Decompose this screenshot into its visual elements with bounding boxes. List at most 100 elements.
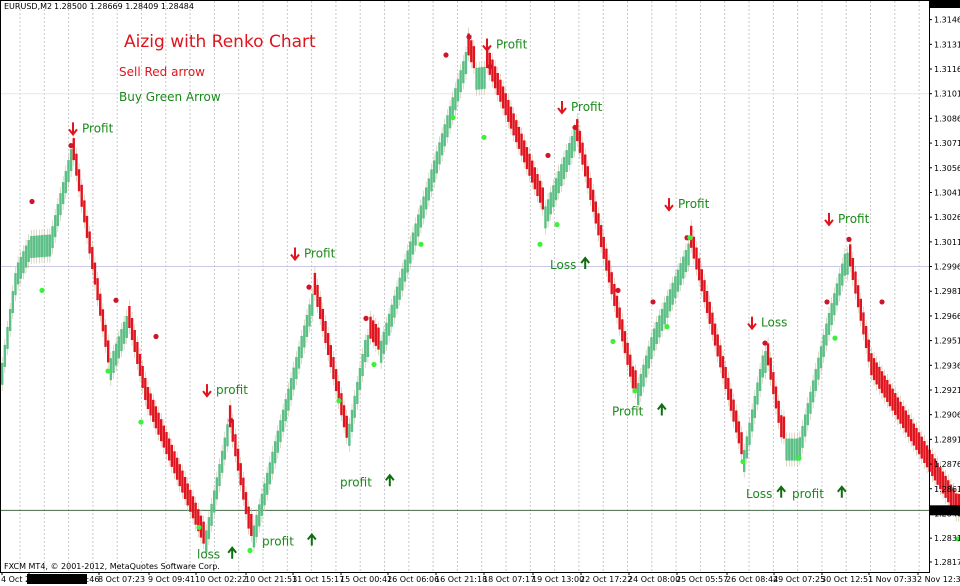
renko-brick-up: [255, 514, 258, 537]
renko-brick-down: [72, 138, 75, 161]
renko-brick-down: [607, 260, 611, 283]
renko-brick-up: [419, 205, 423, 228]
renko-brick-up: [793, 438, 796, 461]
time-tick-label: 9 Oct 09:41: [148, 575, 195, 584]
renko-brick-up: [64, 171, 67, 194]
price-tick-label: 1.30415: [934, 188, 960, 197]
renko-brick-down: [605, 248, 608, 271]
renko-brick-down: [136, 341, 139, 364]
renko-brick-down: [931, 454, 934, 477]
renko-brick-up: [1, 362, 4, 385]
renko-brick-down: [517, 126, 521, 149]
renko-brick-up: [19, 256, 22, 279]
renko-brick-up: [822, 334, 825, 357]
renko-brick-down: [941, 471, 945, 494]
renko-brick-down: [319, 296, 322, 319]
sell-signal-dot: [306, 284, 312, 290]
renko-brick-down: [917, 432, 921, 455]
buy-signal-dot: [39, 287, 45, 294]
renko-brick-up: [745, 436, 749, 459]
sell-signal-dot: [153, 333, 159, 340]
renko-brick-down: [165, 432, 168, 455]
renko-brick-down: [589, 177, 592, 200]
price-tick-label: 1.28765: [934, 460, 960, 469]
buy-signal-dot: [740, 458, 746, 465]
buy-signal-dot: [450, 114, 456, 121]
renko-brick-down: [181, 470, 184, 493]
renko-brick-up: [358, 367, 362, 390]
time-tick-label: 8 Oct 07:23: [98, 575, 145, 584]
renko-brick-up: [655, 322, 658, 345]
renko-brick-up: [650, 337, 653, 360]
sell-arrow-icon: [824, 212, 834, 227]
buy-signal-dot: [247, 547, 253, 554]
price-tick-label: 1.30565: [934, 164, 960, 173]
renko-brick-up: [67, 160, 70, 183]
renko-brick-down: [345, 415, 348, 438]
buy-signal-dot: [554, 221, 560, 228]
sell-signal-dot: [572, 124, 578, 131]
renko-brick-down: [377, 327, 380, 350]
renko-brick-down: [499, 79, 502, 102]
renko-brick-up: [462, 61, 465, 84]
renko-brick-up: [764, 350, 767, 373]
grid-layer: [19, 1, 920, 572]
renko-brick-up: [46, 234, 49, 257]
renko-brick-up: [639, 373, 643, 396]
renko-brick-down: [732, 399, 735, 422]
price-tick-label: 1.29665: [934, 312, 960, 321]
renko-brick-down: [194, 502, 197, 525]
renko-brick-up: [546, 199, 550, 222]
renko-brick-up: [268, 462, 272, 485]
renko-brick-up: [300, 336, 303, 359]
renko-brick-down: [849, 244, 852, 267]
renko-brick-down: [244, 492, 248, 515]
renko-brick-down: [613, 283, 616, 306]
renko-brick-down: [894, 393, 897, 416]
renko-brick-down: [247, 506, 250, 529]
renko-brick-down: [239, 463, 242, 486]
buy-signal-dot: [537, 241, 543, 247]
renko-brick-down: [88, 231, 91, 254]
time-tick-label: 30 Oct 12:51: [821, 575, 873, 584]
renko-brick-down: [578, 130, 582, 153]
renko-brick-up: [350, 409, 354, 432]
renko-brick-up: [425, 187, 428, 210]
renko-brick-down: [883, 375, 886, 398]
renko-brick-up: [652, 328, 656, 351]
renko-brick-down: [936, 462, 939, 485]
renko-brick-down: [107, 340, 110, 363]
renko-brick-up: [658, 315, 661, 338]
renko-brick-up: [11, 291, 14, 314]
price-tick-label: 1.28915: [934, 435, 960, 444]
renko-brick-up: [35, 235, 38, 258]
sell-signal-dot: [846, 236, 852, 242]
renko-brick-down: [342, 405, 346, 428]
renko-brick-down: [104, 324, 107, 347]
renko-brick-up: [16, 262, 20, 285]
renko-brick-up: [109, 358, 113, 381]
renko-brick-up: [398, 277, 401, 300]
renko-brick-down: [507, 99, 510, 122]
current-price-marker: 1.28484: [932, 506, 960, 515]
renko-brick-down: [576, 119, 579, 142]
renko-brick-down: [599, 225, 603, 248]
time-tick-label: 4 Oct 2012: [1, 575, 45, 584]
renko-brick-up: [435, 151, 438, 174]
renko-brick-down: [91, 247, 94, 270]
renko-brick-up: [366, 335, 370, 358]
renko-brick-up: [758, 369, 762, 392]
renko-brick-up: [382, 331, 385, 354]
renko-brick-down: [695, 247, 698, 270]
renko-brick-up: [448, 106, 452, 129]
renko-brick-down: [912, 423, 915, 446]
renko-brick-up: [353, 395, 356, 418]
renko-brick-down: [925, 445, 929, 468]
renko-brick-down: [197, 509, 200, 532]
renko-brick-up: [443, 124, 446, 147]
renko-brick-up: [387, 313, 391, 336]
renko-brick-up: [385, 322, 388, 345]
time-tick-label: 1 Nov 07:33: [868, 575, 917, 584]
renko-brick-up: [223, 437, 226, 460]
renko-brick-down: [504, 93, 507, 116]
